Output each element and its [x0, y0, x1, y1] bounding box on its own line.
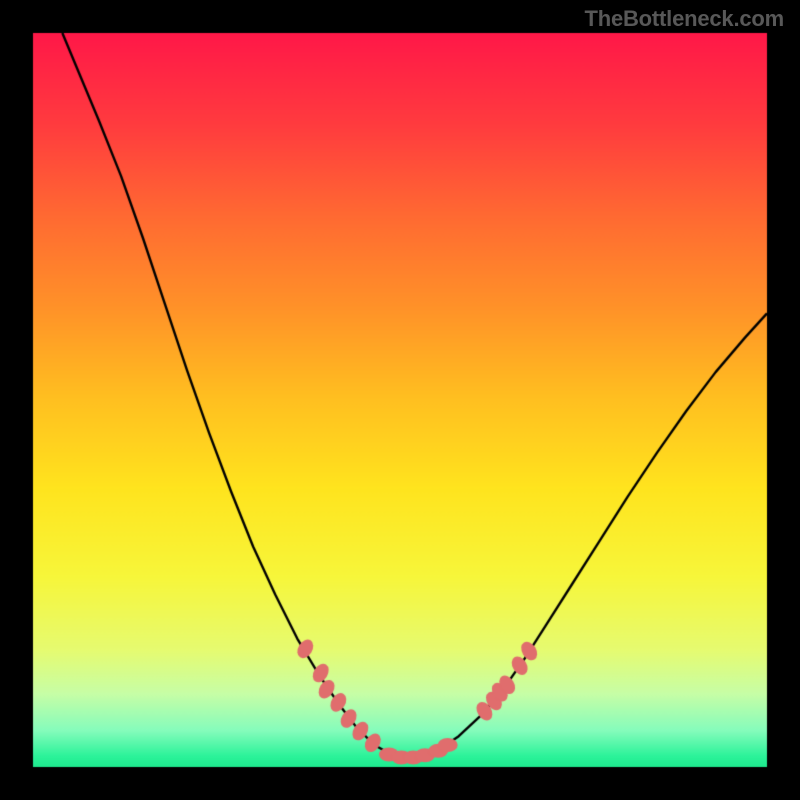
chart-root: TheBottleneck.com [0, 0, 800, 800]
watermark-label: TheBottleneck.com [584, 6, 784, 32]
chart-canvas [0, 0, 800, 800]
